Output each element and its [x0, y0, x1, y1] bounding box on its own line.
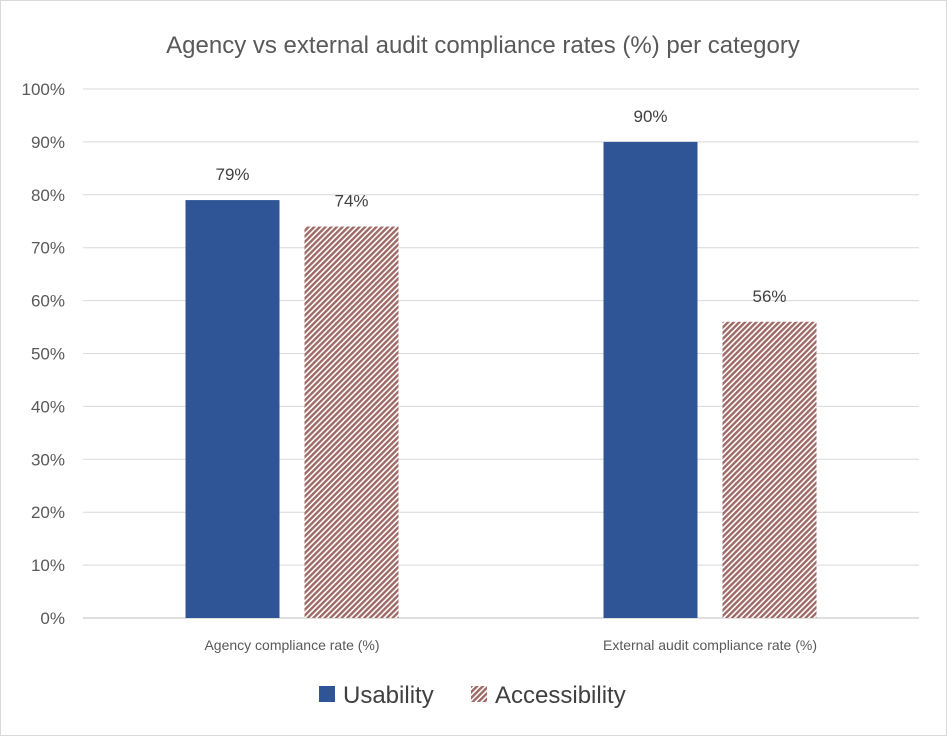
y-tick-label: 40%: [31, 397, 65, 416]
legend-label-accessibility: Accessibility: [495, 682, 626, 709]
data-label-usability-0: 79%: [215, 165, 249, 184]
data-label-usability-1: 90%: [633, 107, 667, 126]
data-label-accessibility-1: 56%: [752, 287, 786, 306]
bar-usability-1: [603, 141, 698, 618]
data-label-accessibility-0: 74%: [334, 192, 368, 211]
legend: Usability Accessibility: [319, 682, 626, 709]
y-tick-label: 100%: [22, 80, 65, 99]
y-tick-label: 20%: [31, 503, 65, 522]
chart-title: Agency vs external audit compliance rate…: [166, 32, 800, 59]
y-axis-ticks: 0% 10% 20% 30% 40% 50% 60% 70% 80% 90% 100%: [22, 80, 65, 628]
y-tick-label: 10%: [31, 556, 65, 575]
y-tick-label: 70%: [31, 239, 65, 258]
bar-usability-0: [185, 200, 280, 618]
y-tick-label: 30%: [31, 450, 65, 469]
legend-swatch-accessibility: [471, 686, 487, 702]
y-tick-label: 80%: [31, 186, 65, 205]
bars: [185, 141, 817, 619]
y-tick-label: 90%: [31, 133, 65, 152]
bar-accessibility-1: [722, 321, 817, 618]
bar-accessibility-0: [304, 226, 399, 619]
x-axis-ticks: Agency compliance rate (%) External audit…: [204, 637, 817, 653]
x-tick-label: Agency compliance rate (%): [204, 637, 379, 653]
legend-swatch-usability: [319, 686, 335, 702]
data-labels: 79% 74% 90% 56%: [215, 107, 786, 306]
y-tick-label: 60%: [31, 292, 65, 311]
y-tick-label: 0%: [40, 609, 65, 628]
legend-label-usability: Usability: [343, 682, 434, 709]
x-tick-label: External audit compliance rate (%): [603, 637, 817, 653]
y-tick-label: 50%: [31, 345, 65, 364]
